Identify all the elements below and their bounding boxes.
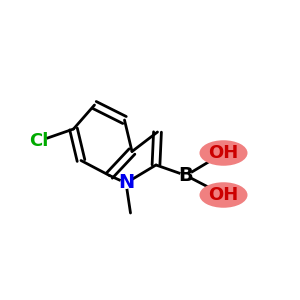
- Text: OH: OH: [208, 186, 238, 204]
- Text: OH: OH: [208, 144, 238, 162]
- Ellipse shape: [31, 135, 47, 147]
- Ellipse shape: [120, 177, 132, 189]
- Text: Cl: Cl: [29, 132, 49, 150]
- Text: B: B: [178, 166, 194, 185]
- Text: N: N: [118, 173, 134, 193]
- Ellipse shape: [200, 140, 247, 166]
- Ellipse shape: [200, 182, 247, 208]
- Ellipse shape: [180, 169, 192, 181]
